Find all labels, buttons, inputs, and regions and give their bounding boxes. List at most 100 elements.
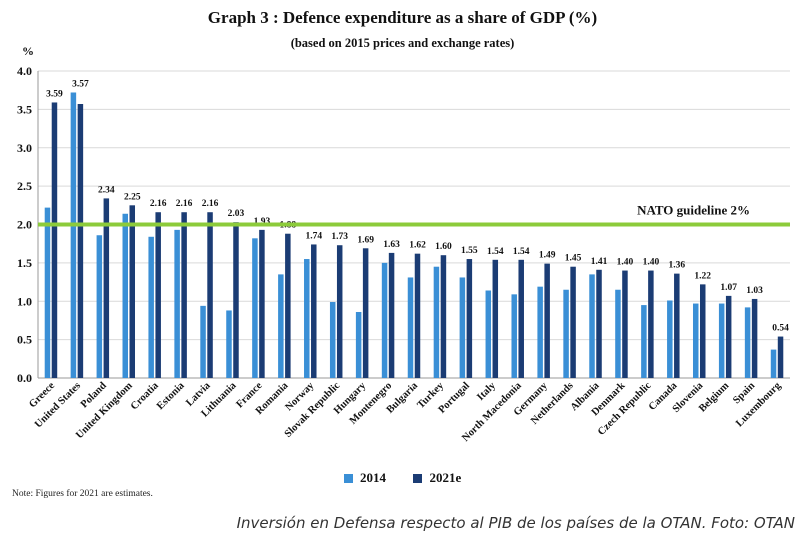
bar-2021e-estonia [181, 212, 187, 378]
bar-2014-bulgaria [407, 277, 414, 378]
bar-2021e-turkey [440, 255, 447, 378]
bar-2021e-lithuania [233, 222, 239, 378]
y-tick-label: 1.5 [17, 256, 32, 270]
bar-2014-montenegro [381, 262, 388, 378]
y-tick-label: 3.5 [17, 102, 32, 116]
bar-2021e-belgium [725, 295, 732, 378]
bar-2021e-luxembourg [777, 336, 784, 378]
bar-2021e-north-macedonia [518, 259, 524, 378]
legend-swatch-2021e [413, 473, 423, 483]
data-label: 1.07 [720, 283, 737, 293]
data-label: 1.93 [254, 217, 271, 227]
bar-2014-united-states [70, 92, 77, 379]
y-tick-label: 1.0 [17, 294, 32, 308]
data-label: 1.41 [591, 257, 608, 267]
bar-2021e-poland [103, 198, 110, 378]
bar-2014-latvia [200, 305, 206, 378]
data-label: 1.62 [409, 241, 426, 251]
y-tick-label: 2.5 [17, 179, 32, 193]
data-label: 2.25 [124, 192, 141, 202]
bar-2021e-spain [751, 298, 758, 378]
bar-2014-romania [278, 274, 284, 378]
bar-2014-slovenia [692, 303, 699, 378]
bar-2014-united-kingdom [122, 213, 129, 378]
bar-2014-norway [304, 259, 310, 378]
data-label: 2.16 [202, 199, 219, 209]
bar-2014-turkey [433, 266, 440, 378]
bar-2021e-bulgaria [414, 253, 421, 378]
data-label: 1.55 [461, 246, 478, 256]
x-tick-label: Croatia [129, 380, 162, 413]
data-label: 1.54 [513, 247, 530, 257]
data-label: 1.49 [539, 251, 556, 261]
bar-2014-canada [667, 300, 673, 378]
bar-2021e-slovak-republic [336, 245, 343, 378]
bar-2014-hungary [355, 311, 362, 378]
bar-2014-portugal [459, 277, 466, 378]
bar-2014-denmark [615, 289, 621, 378]
bar-2021e-slovenia [699, 284, 706, 378]
legend: 2014 2021e [0, 470, 805, 486]
bar-2014-france [252, 238, 258, 378]
y-tick-label: 3.0 [17, 141, 32, 155]
bar-2014-belgium [718, 303, 725, 378]
bar-2021e-norway [311, 244, 317, 378]
bar-2021e-netherlands [570, 266, 576, 378]
x-tick-label: Estonia [155, 380, 187, 412]
bar-2021e-germany [544, 263, 550, 378]
data-label: 1.63 [383, 240, 400, 250]
data-label: 2.16 [150, 199, 167, 209]
bar-2014-greece [44, 207, 51, 378]
bar-2014-spain [744, 307, 751, 378]
y-tick-label: 4.0 [17, 64, 32, 78]
legend-item-2021e: 2021e [413, 470, 461, 486]
bar-2021e-france [259, 229, 265, 378]
data-label: 1.22 [694, 271, 711, 281]
data-label: 1.74 [305, 231, 322, 241]
bar-2021e-greece [51, 102, 58, 378]
legend-label-2021e: 2021e [429, 470, 462, 485]
data-label: 3.57 [72, 79, 89, 89]
data-label: 2.34 [98, 185, 115, 195]
data-label: 1.40 [617, 258, 634, 268]
bar-2014-italy [485, 290, 492, 378]
bar-2014-germany [537, 286, 543, 378]
bar-2021e-latvia [207, 212, 213, 378]
y-tick-label: 0.0 [17, 371, 32, 385]
data-label: 0.54 [772, 324, 789, 334]
bar-2014-croatia [148, 236, 154, 378]
bar-2014-netherlands [563, 289, 569, 378]
bar-2021e-albania [596, 269, 602, 378]
footnote: Note: Figures for 2021 are estimates. [12, 489, 153, 499]
bar-2021e-czech-republic [648, 270, 654, 378]
bar-2014-poland [96, 235, 103, 378]
data-label: 1.36 [668, 261, 685, 271]
bar-2021e-italy [492, 259, 499, 378]
legend-label-2014: 2014 [359, 470, 386, 485]
nato-guideline-label: NATO guideline 2% [637, 203, 750, 218]
y-tick-label: 0.5 [17, 333, 32, 347]
data-label: 2.03 [228, 209, 245, 219]
legend-item-2014: 2014 [343, 470, 386, 486]
bar-2021e-montenegro [388, 252, 395, 378]
bar-2014-luxembourg [770, 349, 777, 378]
bar-2021e-portugal [466, 259, 473, 378]
data-label: 3.59 [46, 89, 63, 99]
bar-2014-north-macedonia [511, 294, 517, 378]
bar-2021e-hungary [362, 248, 369, 378]
bar-2014-lithuania [226, 310, 232, 378]
y-tick-label: 2.0 [17, 218, 32, 232]
y-axis-unit: % [22, 44, 34, 58]
bar-2021e-romania [285, 233, 291, 378]
bar-2014-estonia [174, 229, 180, 378]
data-label: 2.16 [176, 199, 193, 209]
data-label: 1.73 [331, 232, 348, 242]
bar-2021e-united-states [77, 104, 84, 378]
x-tick-label: Italy [475, 380, 498, 403]
bar-2021e-denmark [622, 270, 628, 378]
data-label: 1.03 [746, 286, 763, 296]
photo-caption: Inversión en Defensa respecto al PIB de … [236, 514, 795, 532]
bar-2014-albania [589, 274, 595, 378]
bar-2021e-canada [674, 273, 680, 378]
